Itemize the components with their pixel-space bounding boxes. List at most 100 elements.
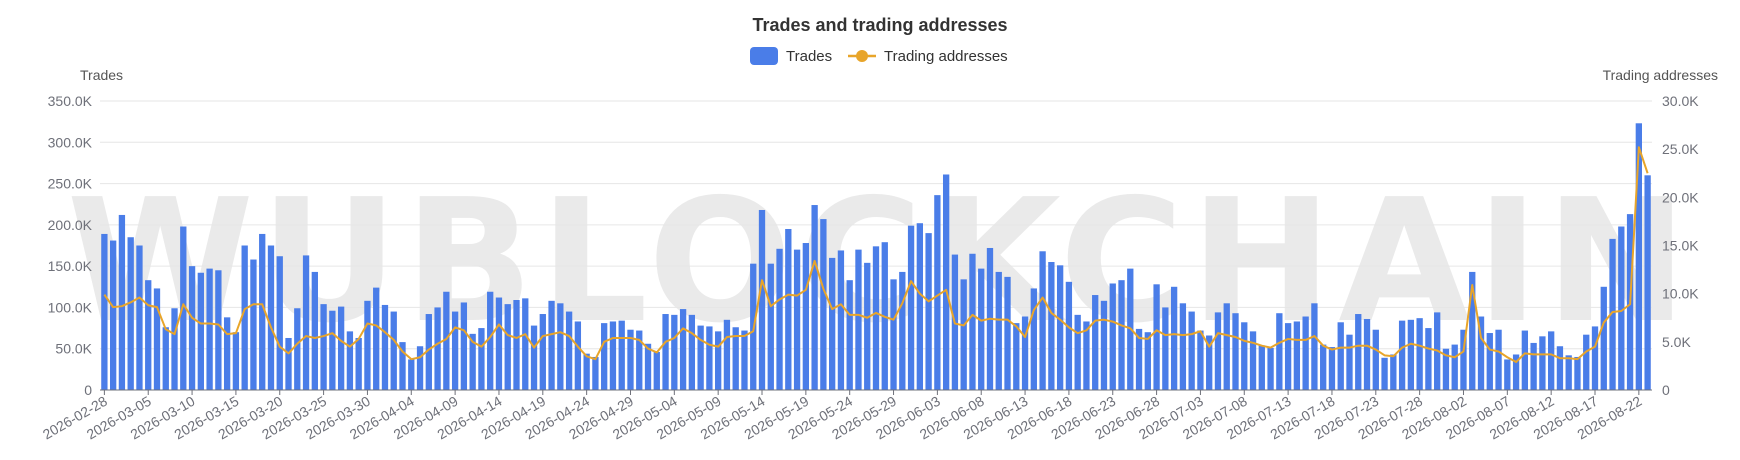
bar-trades[interactable] [1425,328,1432,390]
bar-trades[interactable] [864,262,871,390]
bar-trades[interactable] [557,303,564,390]
bar-trades[interactable] [487,291,494,390]
bar-trades[interactable] [1460,329,1467,390]
bar-trades[interactable] [478,328,485,390]
bar-trades[interactable] [899,271,906,390]
bar-trades[interactable] [1416,318,1423,390]
bar-trades[interactable] [101,233,108,390]
bar-trades[interactable] [1521,330,1529,390]
bar-trades[interactable] [1004,276,1011,390]
bar-trades[interactable] [127,237,134,390]
legend-item-trades[interactable]: Trades [750,47,832,65]
bar-trades[interactable] [1188,311,1195,390]
bar-trades[interactable] [723,319,731,390]
bar-trades[interactable] [907,225,915,390]
bar-trades[interactable] [513,300,520,390]
bar-trades[interactable] [197,272,204,390]
bar-trades[interactable] [1320,344,1327,390]
bar-trades[interactable] [495,297,503,390]
bar-trades[interactable] [302,255,310,390]
bar-trades[interactable] [1442,348,1450,390]
bar-trades[interactable] [1451,344,1458,390]
bar-trades[interactable] [1039,251,1046,390]
bar-trades[interactable] [425,314,432,390]
bar-trades[interactable] [1056,265,1064,390]
bar-trades[interactable] [732,327,739,390]
bar-trades[interactable] [688,314,696,390]
bar-trades[interactable] [1197,330,1204,390]
bar-trades[interactable] [539,314,546,390]
bar-trades[interactable] [1635,123,1642,390]
bar-trades[interactable] [1565,355,1572,390]
bar-trades[interactable] [153,288,161,390]
bar-trades[interactable] [451,311,459,390]
bar-trades[interactable] [1276,313,1283,390]
bar-trades[interactable] [469,333,476,390]
bar-trades[interactable] [443,291,450,390]
bar-trades[interactable] [1232,313,1239,390]
bar-trades[interactable] [346,331,354,390]
bar-trades[interactable] [1100,300,1108,390]
bar-trades[interactable] [679,309,687,390]
bar-trades[interactable] [1600,286,1607,390]
bar-trades[interactable] [574,321,582,390]
bar-trades[interactable] [609,321,617,390]
bar-trades[interactable] [741,330,748,390]
bar-trades[interactable] [1214,312,1222,390]
bar-trades[interactable] [364,300,371,390]
bar-trades[interactable] [1118,280,1125,390]
bar-trades[interactable] [285,337,292,390]
bar-trades[interactable] [934,195,941,390]
bar-trades[interactable] [644,343,652,390]
bar-trades[interactable] [627,329,634,390]
bar-trades[interactable] [434,307,441,390]
bar-trades[interactable] [829,257,836,390]
bar-trades[interactable] [960,279,967,390]
bar-trades[interactable] [636,330,643,390]
bar-trades[interactable] [136,245,143,391]
bar-trades[interactable] [1556,346,1564,390]
bar-trades[interactable] [706,326,713,390]
bar-trades[interactable] [145,280,152,390]
bar-trades[interactable] [592,356,599,390]
bar-trades[interactable] [1407,319,1415,390]
bar-trades[interactable] [522,298,529,390]
bar-trades[interactable] [416,346,424,390]
bar-trades[interactable] [311,271,318,390]
bar-trades[interactable] [1302,316,1309,390]
bar-trades[interactable] [1074,314,1081,390]
bar-trades[interactable] [662,314,669,390]
bar-trades[interactable] [978,268,985,390]
bar-trades[interactable] [1618,226,1625,390]
bar-trades[interactable] [925,233,932,390]
bar-trades[interactable] [1170,286,1178,390]
bar-trades[interactable] [1162,307,1169,390]
bar-trades[interactable] [1013,323,1020,390]
bar-trades[interactable] [1372,329,1379,390]
bar-trades[interactable] [1539,336,1546,390]
bar-trades[interactable] [1293,321,1301,390]
bar-trades[interactable] [276,256,283,390]
bar-trades[interactable] [241,245,248,391]
bar-trades[interactable] [1512,354,1520,390]
bar-trades[interactable] [399,342,406,390]
bar-trades[interactable] [776,248,783,390]
bar-trades[interactable] [785,228,792,390]
bar-trades[interactable] [504,304,511,390]
bar-trades[interactable] [793,249,801,390]
bar-trades[interactable] [671,314,678,390]
bar-trades[interactable] [390,311,397,390]
bar-trades[interactable] [329,310,336,390]
bar-trades[interactable] [232,332,240,390]
bar-trades[interactable] [162,327,169,390]
bar-trades[interactable] [1548,331,1555,390]
bar-trades[interactable] [820,219,827,390]
bar-trades[interactable] [1328,347,1336,390]
bar-trades[interactable] [1609,238,1616,390]
bar-trades[interactable] [1223,303,1230,390]
bar-trades[interactable] [1346,334,1353,390]
bar-trades[interactable] [1153,284,1160,390]
bar-trades[interactable] [767,263,774,390]
bar-trades[interactable] [118,214,126,390]
bar-trades[interactable] [969,253,976,390]
